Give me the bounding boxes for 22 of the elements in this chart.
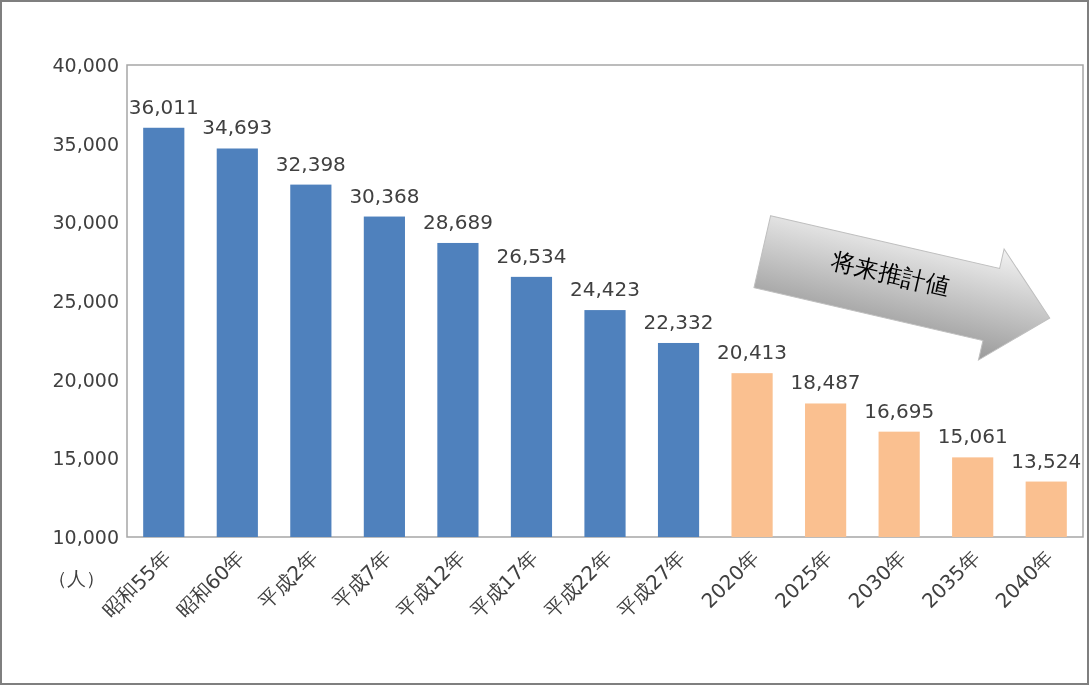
y-tick-label: 10,000: [52, 526, 119, 548]
data-label: 26,534: [496, 243, 567, 268]
y-tick-label: 30,000: [52, 211, 119, 234]
y-tick-label: 35,000: [52, 132, 119, 155]
x-tick-label: 平成2年: [253, 545, 323, 614]
data-label: 28,689: [422, 209, 493, 234]
data-label: 13,524: [1011, 448, 1082, 473]
data-label: 15,061: [937, 424, 1008, 449]
data-label: 32,398: [275, 151, 346, 176]
annotation: 将来推計値: [827, 246, 952, 302]
data-label: 24,423: [570, 277, 640, 302]
data-label: 20,413: [717, 340, 788, 365]
y-tick-label: 15,000: [52, 447, 119, 470]
y-tick-label: 20,000: [52, 368, 119, 391]
y-tick-label: 25,000: [52, 290, 119, 312]
data-label: 18,487: [790, 370, 861, 395]
data-label: 34,693: [202, 115, 273, 140]
data-label: 36,011: [128, 94, 199, 119]
y-tick-label: 40,000: [52, 54, 119, 76]
data-label: 22,332: [643, 309, 714, 334]
data-label: 30,368: [349, 183, 420, 208]
data-label: 16,695: [864, 398, 935, 423]
